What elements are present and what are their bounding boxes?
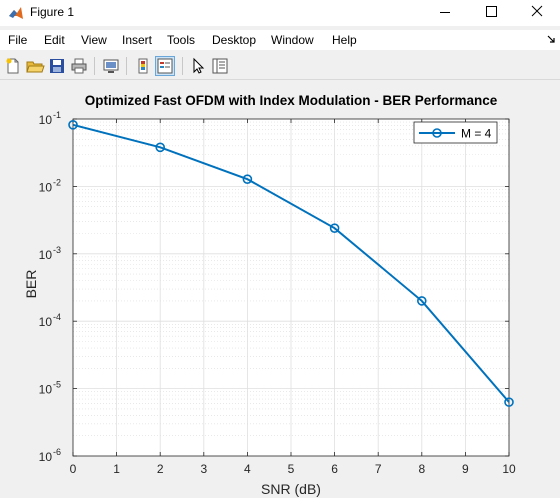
data-point-marker <box>504 397 514 407</box>
menu-file[interactable]: File <box>8 33 28 47</box>
figure-canvas: 0 1 2 3 4 5 6 7 8 9 10 10-6 10-5 10-4 10-3 10-2 10-1 Opt… <box>0 80 560 498</box>
window-title: Figure 1 <box>30 5 75 19</box>
minimize-button[interactable] <box>422 0 468 26</box>
new-file-icon <box>6 58 19 74</box>
new-figure-button[interactable] <box>3 56 23 76</box>
x-tick-label: 6 <box>331 462 338 476</box>
x-axis-label: SNR (dB) <box>261 481 321 497</box>
y-tick-label: 10-3 <box>39 245 61 262</box>
data-series <box>68 120 514 407</box>
chart-title: Optimized Fast OFDM with Index Modulatio… <box>85 93 498 108</box>
y-tick-exponent: -6 <box>53 447 61 457</box>
open-file-button[interactable] <box>25 56 45 76</box>
data-point-marker <box>68 120 78 130</box>
x-tick-label: 10 <box>502 462 516 476</box>
y-tick-label: 10-4 <box>39 312 61 329</box>
data-point-marker <box>155 142 165 153</box>
menu-insert[interactable]: Insert <box>122 33 153 47</box>
menu-bar: File Edit View Insert Tools Desktop Wind… <box>0 30 560 50</box>
grid <box>73 119 509 456</box>
x-tick-label: 2 <box>157 462 164 476</box>
menu-tools[interactable]: Tools <box>167 33 196 47</box>
menu-window[interactable]: Window <box>271 33 314 47</box>
colorbar-icon <box>138 58 148 74</box>
y-tick-exponent: -2 <box>53 177 61 187</box>
ber-chart: 0 1 2 3 4 5 6 7 8 9 10 10-6 10-5 10-4 10-3 10-2 10-1 Opt… <box>23 93 516 497</box>
series-line <box>72 123 510 403</box>
y-tick-label: 10-1 <box>39 110 61 127</box>
save-figure-button[interactable] <box>47 56 67 76</box>
link-plot-button[interactable] <box>101 56 121 76</box>
data-point-marker <box>329 223 340 233</box>
x-tick-label: 7 <box>375 462 382 476</box>
y-tick-label: 10-5 <box>39 380 61 397</box>
x-tick-label: 3 <box>200 462 207 476</box>
y-tick-exponent: -5 <box>53 380 61 390</box>
link-plot-icon <box>103 59 119 73</box>
maximize-button[interactable] <box>468 0 514 26</box>
toolbar-separator <box>182 57 183 75</box>
y-tick-label: 10-6 <box>39 447 61 464</box>
x-tick-label: 0 <box>70 462 77 476</box>
open-folder-icon <box>26 61 45 73</box>
legend-box <box>413 121 498 144</box>
matlab-icon <box>9 7 23 19</box>
maximize-icon <box>486 6 497 17</box>
edit-plot-button[interactable] <box>188 56 208 76</box>
legend[interactable]: M = 4 <box>413 121 498 144</box>
y-tick-exponent: -3 <box>53 245 61 255</box>
x-tick-label: 9 <box>462 462 469 476</box>
data-point-marker <box>242 174 253 184</box>
x-tick-label: 8 <box>418 462 425 476</box>
close-button[interactable] <box>514 0 560 26</box>
menu-view[interactable]: View <box>81 33 107 47</box>
close-icon <box>531 5 543 17</box>
toolbar-separator <box>126 57 127 75</box>
x-tick-label: 1 <box>113 462 120 476</box>
y-tick-exponent: -1 <box>53 110 61 120</box>
legend-label: M = 4 <box>461 127 492 141</box>
legend-icon <box>157 58 173 74</box>
y-tick-exponent: -4 <box>53 312 61 322</box>
menu-dock-arrow-icon[interactable] <box>546 34 556 44</box>
pointer-arrow-icon <box>193 57 205 74</box>
print-figure-button[interactable] <box>69 56 89 76</box>
show-plot-tools-button[interactable] <box>155 56 175 76</box>
minimize-icon <box>440 12 450 13</box>
menu-edit[interactable]: Edit <box>44 33 65 47</box>
toolbar-separator <box>94 57 95 75</box>
menu-desktop[interactable]: Desktop <box>212 33 257 47</box>
property-inspector-icon <box>212 58 228 74</box>
menu-help[interactable]: Help <box>332 33 357 47</box>
property-inspector-button[interactable] <box>210 56 230 76</box>
save-disk-icon <box>50 59 64 73</box>
hide-plot-tools-button[interactable] <box>133 56 153 76</box>
toolbar <box>0 53 560 80</box>
y-tick-label: 10-2 <box>39 177 61 194</box>
title-bar: Figure 1 <box>0 0 560 26</box>
x-tick-label: 5 <box>288 462 295 476</box>
data-point-marker <box>416 296 427 306</box>
printer-icon <box>71 58 87 74</box>
x-tick-label: 4 <box>244 462 251 476</box>
legend-marker <box>432 128 442 138</box>
y-axis-label: BER <box>23 270 39 299</box>
